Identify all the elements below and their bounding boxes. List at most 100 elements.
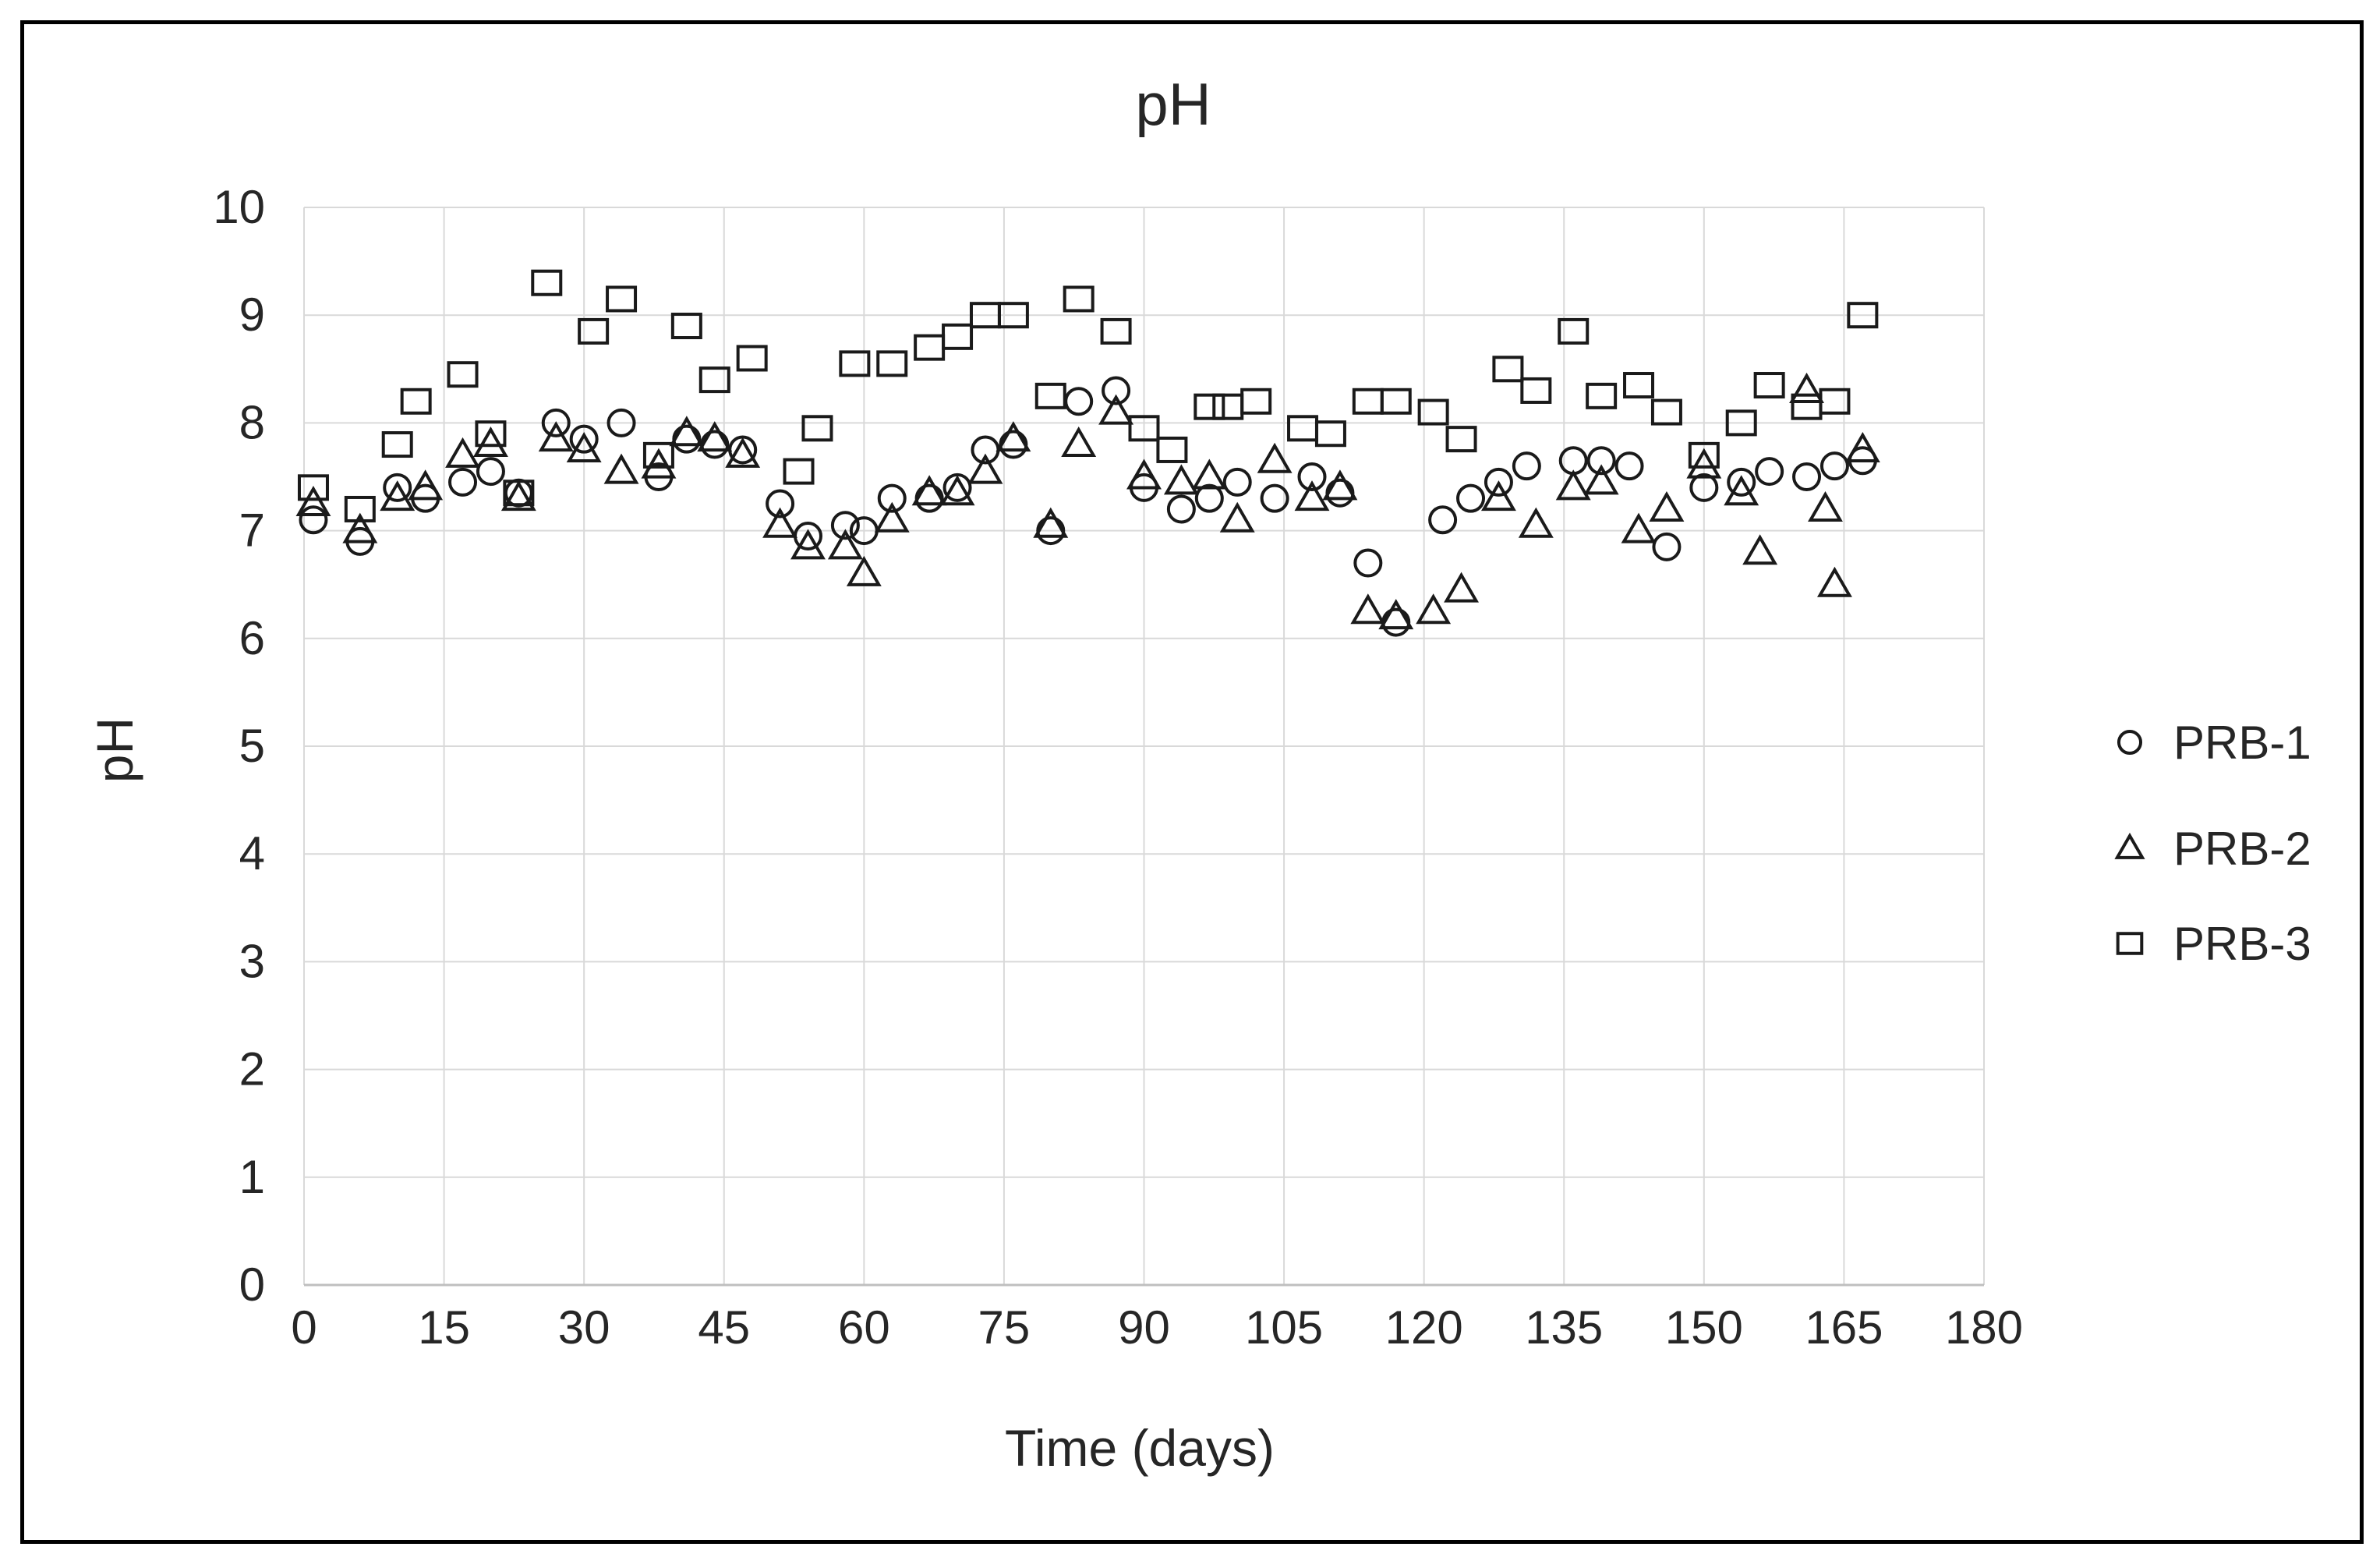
data-point-prb-1 xyxy=(1222,467,1252,497)
data-point-prb-1 xyxy=(541,408,571,437)
data-point-prb-2 xyxy=(1480,480,1516,511)
legend-label: PRB-1 xyxy=(2173,717,2311,769)
x-tick-label: 150 xyxy=(1665,1301,1743,1354)
data-point-prb-2 xyxy=(967,453,1003,484)
data-point-prb-3 xyxy=(503,480,535,507)
series-prb-2 xyxy=(295,372,1880,630)
data-point-prb-3 xyxy=(1314,420,1346,448)
data-point-prb-2 xyxy=(1789,372,1824,403)
data-point-prb-3 xyxy=(1725,409,1757,437)
data-point-prb-1 xyxy=(1260,483,1289,513)
data-point-prb-2 xyxy=(1621,512,1657,543)
legend-circle-icon xyxy=(2117,729,2143,756)
data-point-prb-1 xyxy=(1297,462,1327,491)
data-point-prb-2 xyxy=(538,421,574,452)
data-point-prb-3 xyxy=(1445,426,1477,453)
data-point-prb-3 xyxy=(1063,285,1095,313)
data-point-prb-2 xyxy=(1649,490,1685,522)
data-point-prb-1 xyxy=(1456,483,1486,513)
data-point-prb-3 xyxy=(606,285,638,313)
data-point-prb-1 xyxy=(1614,451,1644,481)
data-point-prb-1 xyxy=(1102,376,1131,405)
data-point-prb-3 xyxy=(1819,388,1851,415)
data-point-prb-2 xyxy=(1294,480,1330,511)
data-point-prb-1 xyxy=(1652,532,1682,561)
data-point-prb-3 xyxy=(400,388,432,415)
x-tick-label: 180 xyxy=(1945,1301,2023,1354)
y-tick-label: 8 xyxy=(239,396,265,448)
data-point-prb-2 xyxy=(1219,501,1255,533)
y-tick-label: 5 xyxy=(239,720,265,772)
data-point-prb-3 xyxy=(381,431,413,458)
data-point-prb-2 xyxy=(1033,507,1069,538)
data-point-prb-2 xyxy=(1126,458,1162,490)
data-point-prb-1 xyxy=(766,489,795,519)
data-point-prb-2 xyxy=(445,437,480,468)
legend-label: PRB-3 xyxy=(2173,918,2311,970)
data-point-prb-2 xyxy=(995,421,1031,452)
data-point-prb-1 xyxy=(606,408,636,437)
data-point-prb-2 xyxy=(790,529,826,560)
data-point-prb-3 xyxy=(736,345,768,372)
data-point-prb-3 xyxy=(1100,317,1132,345)
data-point-prb-2 xyxy=(846,555,882,586)
data-point-prb-3 xyxy=(1034,382,1066,409)
data-point-prb-2 xyxy=(295,486,331,517)
data-point-prb-3 xyxy=(642,441,674,469)
data-point-prb-1 xyxy=(569,424,599,454)
data-point-prb-2 xyxy=(1742,534,1778,565)
data-point-prb-3 xyxy=(475,420,507,448)
data-point-prb-2 xyxy=(641,448,677,479)
data-point-prb-1 xyxy=(299,505,328,535)
data-point-prb-3 xyxy=(297,474,329,501)
data-point-prb-3 xyxy=(1650,398,1682,426)
y-axis-title: pH xyxy=(86,717,143,783)
data-point-prb-3 xyxy=(1520,377,1552,404)
y-tick-label: 0 xyxy=(239,1258,265,1311)
data-point-prb-3 xyxy=(1417,398,1449,426)
data-point-prb-3 xyxy=(344,495,376,522)
data-point-prb-2 xyxy=(697,421,733,452)
chart-title: pH xyxy=(1135,72,1211,138)
legend: PRB-1 PRB-2 PRB-3 xyxy=(2114,717,2311,970)
data-point-prb-1 xyxy=(1194,483,1224,513)
data-point-prb-3 xyxy=(698,366,730,394)
x-tick-label: 75 xyxy=(978,1301,1031,1354)
data-point-prb-1 xyxy=(1512,451,1541,481)
data-point-prb-3 xyxy=(876,350,908,377)
data-point-prb-3 xyxy=(1623,372,1655,399)
data-point-prb-2 xyxy=(1061,427,1097,458)
data-point-prb-3 xyxy=(1194,393,1225,420)
y-tick-label: 4 xyxy=(239,827,265,880)
data-point-prb-2 xyxy=(500,480,536,511)
data-point-prb-2 xyxy=(1416,593,1452,625)
x-tick-label: 120 xyxy=(1385,1301,1463,1354)
data-point-prb-2 xyxy=(762,507,798,538)
data-point-prb-2 xyxy=(1808,490,1843,522)
data-point-prb-1 xyxy=(1428,505,1458,535)
data-point-prb-1 xyxy=(1689,473,1719,502)
data-point-prb-3 xyxy=(1753,372,1785,399)
data-point-prb-1 xyxy=(1727,467,1756,497)
data-point-prb-3 xyxy=(1847,302,1879,329)
x-tick-label: 0 xyxy=(291,1301,317,1354)
chart-border xyxy=(20,20,2364,1544)
data-point-prb-2 xyxy=(1098,394,1134,425)
y-tick-label: 3 xyxy=(239,935,265,987)
data-point-prb-1 xyxy=(877,483,907,513)
data-point-prb-3 xyxy=(783,458,815,485)
data-point-prb-2 xyxy=(380,480,416,511)
data-point-prb-3 xyxy=(801,415,833,442)
data-point-prb-3 xyxy=(578,317,610,345)
data-point-prb-3 xyxy=(1156,436,1188,463)
data-point-prb-2 xyxy=(939,475,975,506)
y-tick-label: 6 xyxy=(239,612,265,664)
legend-item-prb-1: PRB-1 xyxy=(2117,717,2311,769)
data-point-prb-2 xyxy=(1518,507,1554,538)
data-point-prb-2 xyxy=(408,469,444,501)
data-point-prb-2 xyxy=(1686,448,1722,479)
x-axis-tick-labels: 0 15 30 45 60 75 90 105 120 135 150 165 180 xyxy=(291,1301,2023,1354)
data-point-prb-3 xyxy=(1688,441,1720,469)
